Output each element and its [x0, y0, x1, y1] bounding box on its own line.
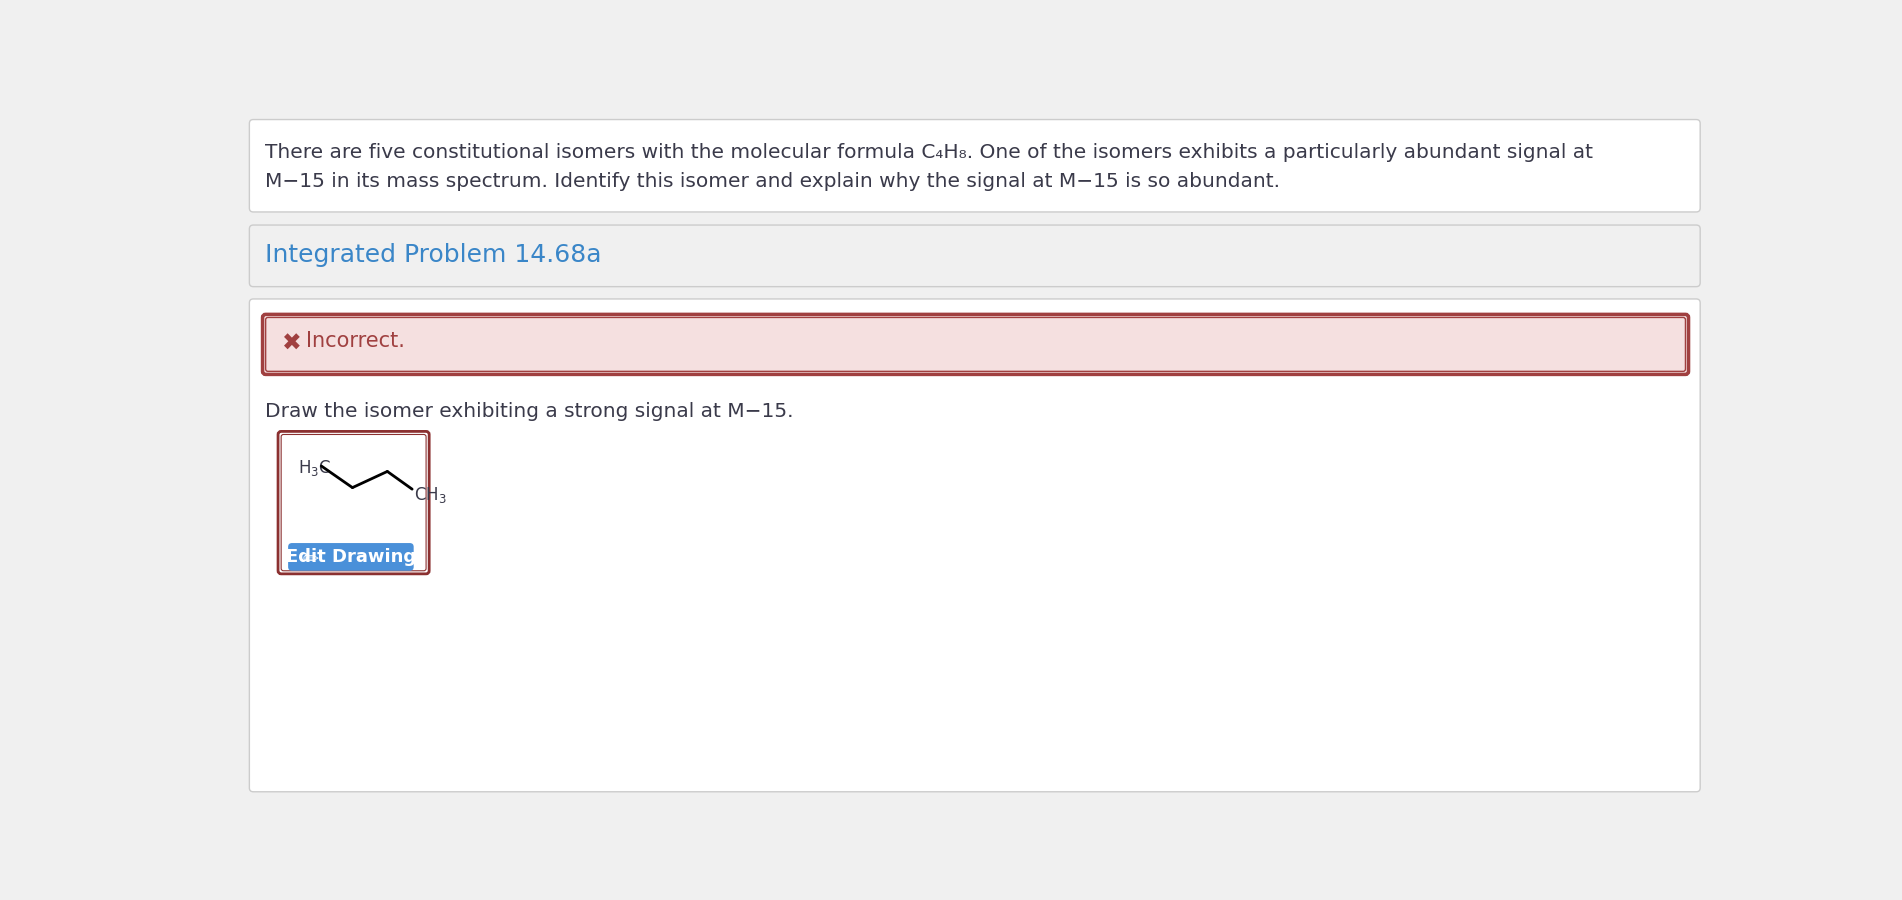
Text: ✖: ✖ — [281, 331, 302, 356]
FancyBboxPatch shape — [287, 543, 413, 571]
Text: M−15 in its mass spectrum. Identify this isomer and explain why the signal at M−: M−15 in its mass spectrum. Identify this… — [264, 172, 1280, 191]
Text: Integrated Problem 14.68a: Integrated Problem 14.68a — [264, 243, 601, 266]
Text: Edit Drawing: Edit Drawing — [285, 548, 417, 566]
Text: CH$_3$: CH$_3$ — [413, 485, 447, 505]
Text: ✏: ✏ — [302, 550, 318, 569]
FancyBboxPatch shape — [249, 120, 1700, 212]
Text: Incorrect.: Incorrect. — [306, 331, 405, 351]
Text: H$_3$C: H$_3$C — [299, 458, 331, 479]
FancyBboxPatch shape — [249, 225, 1700, 286]
FancyBboxPatch shape — [249, 299, 1700, 792]
Text: Draw the isomer exhibiting a strong signal at M−15.: Draw the isomer exhibiting a strong sign… — [264, 402, 793, 421]
FancyBboxPatch shape — [262, 314, 1689, 374]
FancyBboxPatch shape — [278, 431, 430, 574]
Text: There are five constitutional isomers with the molecular formula C₄H₈. One of th: There are five constitutional isomers wi… — [264, 142, 1592, 162]
